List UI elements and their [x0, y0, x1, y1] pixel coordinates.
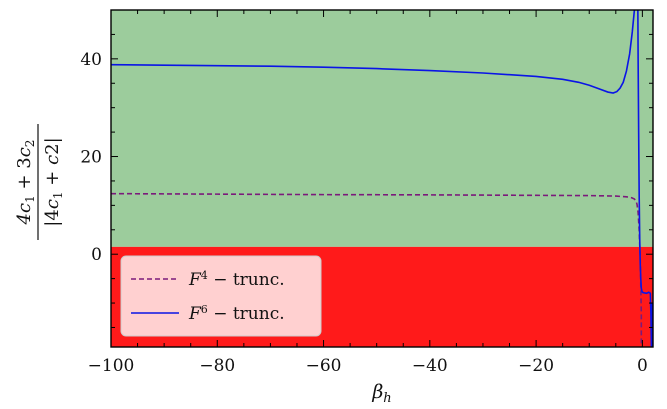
svg-text:4c1 + 3c2: 4c1 + 3c2	[14, 140, 37, 226]
region-green	[111, 10, 653, 247]
x-tick-label: −100	[88, 356, 135, 376]
y-tick-label: 20	[80, 148, 102, 168]
svg-text:|4c1 + c2|: |4c1 + c2|	[42, 137, 65, 226]
x-tick-label: −20	[518, 356, 554, 376]
y-tick-label: 40	[80, 50, 102, 70]
x-axis-label: βh	[371, 381, 391, 406]
background-regions	[111, 10, 653, 347]
series-line-f6	[111, 10, 653, 347]
series-layer	[111, 10, 653, 347]
x-tick-label: −40	[412, 356, 448, 376]
x-tick-label: −60	[306, 356, 342, 376]
legend: F4 − trunc. F6 − trunc.	[120, 255, 322, 337]
legend-label-f4: F4 − trunc.	[188, 269, 285, 291]
x-tick-label: 0	[637, 356, 648, 376]
legend-box	[120, 255, 322, 337]
plot-frame	[110, 9, 654, 348]
legend-label-f6: F6 − trunc.	[188, 303, 285, 325]
y-tick-label: 0	[91, 245, 102, 265]
series-line-f4	[111, 192, 643, 347]
x-tick-label: −80	[199, 356, 235, 376]
axis-ticks: −100 −80 −60 −40 −20 0 0 20 40	[80, 9, 653, 376]
y-axis-label: 4c1 + 3c2 |4c1 + c2|	[14, 124, 65, 240]
